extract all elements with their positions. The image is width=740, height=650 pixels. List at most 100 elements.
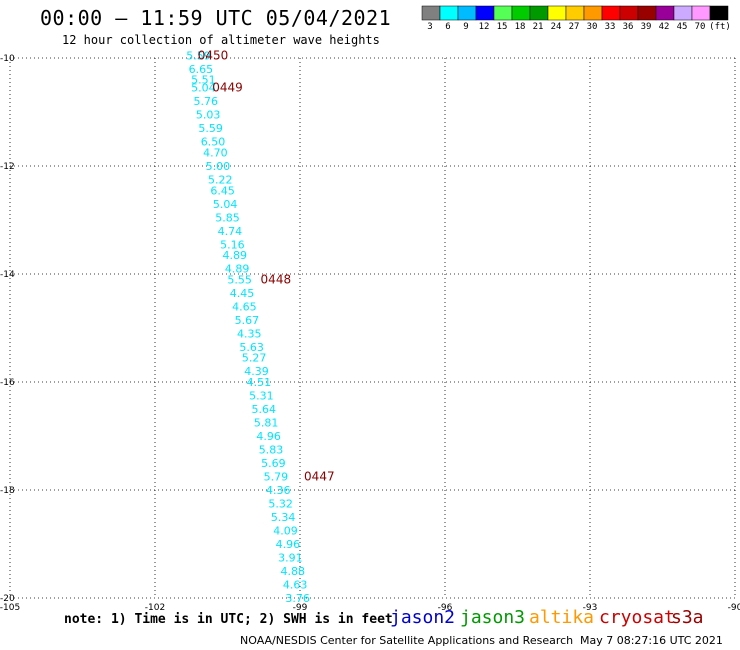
colorbar-swatch [529, 5, 549, 21]
colorbar-label: 27 [568, 22, 580, 32]
y-tick-label: -18 [0, 486, 15, 496]
swh-value: 6.45 [210, 184, 235, 197]
swh-value: 4.36 [266, 484, 291, 497]
time-label: 0450 [198, 48, 229, 62]
swh-value: 5.79 [264, 471, 289, 484]
time-labels: 0450 0449 0448 0447 [198, 48, 335, 483]
y-tick-label: -16 [0, 378, 15, 388]
colorbar-swatch [439, 5, 459, 21]
mission-altika: altika [529, 607, 595, 628]
swh-value: 5.85 [215, 211, 240, 224]
colorbar-swatch [457, 5, 477, 21]
swh-value: 4.74 [218, 225, 243, 238]
swh-value: 4.35 [237, 327, 262, 340]
colorbar-label: 18 [514, 22, 526, 32]
swh-value: 3.76 [285, 592, 310, 605]
swh-value: 4.39 [244, 365, 269, 378]
colorbar-swatch [475, 5, 495, 21]
x-tick-label: -96 [438, 603, 453, 613]
swh-value: 6.50 [201, 136, 226, 149]
swh-value: 5.64 [252, 403, 277, 416]
swh-value: 4.96 [276, 538, 301, 551]
swh-value: 5.83 [259, 444, 284, 457]
swh-value: 4.65 [232, 300, 257, 313]
colorbar-swatch [547, 5, 567, 21]
swh-value: 3.91 [278, 552, 303, 565]
chart-subtitle: 12 hour collection of altimeter wave hei… [62, 33, 380, 47]
swh-value: 5.16 [220, 238, 245, 251]
colorbar-label: (ft) [709, 22, 731, 32]
footer-timestamp: May 7 08:27:16 UTC 2021 [580, 634, 723, 647]
swh-value: 5.32 [268, 498, 293, 511]
colorbar-label: 45 [676, 22, 688, 32]
colorbar-label: 33 [604, 22, 616, 32]
colorbar-label: 12 [478, 22, 490, 32]
mission-cryosat: cryosat [599, 607, 675, 628]
colorbar-label: 3 [427, 22, 433, 32]
swh-value: 5.00 [206, 160, 231, 173]
colorbar-swatch [583, 5, 603, 21]
colorbar-label: 30 [586, 22, 598, 32]
x-tick-label: -105 [0, 603, 20, 613]
footer-credit: NOAA/NESDIS Center for Satellite Applica… [240, 634, 574, 647]
swh-value: 5.04 [213, 198, 238, 211]
swh-value: 4.89 [223, 249, 248, 262]
colorbar-label: 36 [622, 22, 634, 32]
colorbar-label: 9 [463, 22, 469, 32]
swh-value: 5.34 [271, 511, 296, 524]
colorbar-swatch [637, 5, 657, 21]
y-tick-label: -10 [0, 54, 15, 64]
colorbar-swatch [619, 5, 639, 21]
colorbar-swatch [655, 5, 675, 21]
colorbar-swatch [565, 5, 585, 21]
swh-value: 6.65 [189, 63, 214, 76]
swh-value: 5.31 [249, 390, 274, 403]
colorbar-label: 21 [532, 22, 544, 32]
swh-value: 5.22 [208, 174, 233, 187]
swh-value: 5.04 [191, 82, 216, 95]
colorbar-swatch [709, 5, 729, 21]
time-label: 0449 [212, 81, 243, 95]
x-tick-label: -102 [145, 603, 165, 613]
swh-value: 5.55 [227, 273, 252, 286]
mission-s3a: s3a [671, 607, 704, 628]
x-tick-label: -90 [728, 603, 740, 613]
x-tick-label: -93 [583, 603, 598, 613]
time-label: 0447 [304, 470, 335, 484]
colorbar-swatch [511, 5, 531, 21]
mission-jason3: jason3 [460, 607, 526, 628]
swh-value: 4.88 [281, 565, 306, 578]
colorbar-swatch [421, 5, 441, 21]
swh-value: 5.76 [194, 95, 219, 108]
swh-value: 5.59 [186, 49, 211, 62]
swh-value: 4.70 [203, 147, 228, 160]
colorbar-label: 6 [445, 22, 451, 32]
swh-value: 5.27 [242, 352, 267, 365]
y-tick-label: -20 [0, 594, 15, 604]
time-label: 0448 [261, 272, 292, 286]
y-tick-label: -14 [0, 270, 15, 280]
swh-value: 4.45 [230, 287, 255, 300]
colorbar-label: 24 [550, 22, 562, 32]
colorbar-label: 70 [694, 22, 706, 32]
colorbar-label: 15 [496, 22, 508, 32]
swh-value: 4.09 [273, 525, 298, 538]
x-tick-label: -99 [293, 603, 308, 613]
swh-value: 5.03 [196, 109, 221, 122]
colorbar-swatch [601, 5, 621, 21]
swh-value: 5.59 [198, 122, 223, 135]
swh-value: 5.69 [261, 457, 286, 470]
y-tick-label: -12 [0, 162, 15, 172]
colorbar-swatch [673, 5, 693, 21]
chart-title: 00:00 – 11:59 UTC 05/04/2021 [40, 6, 392, 30]
axis-ticks: -105 -102 -99 -96 -93 -90 -10 -12 -14 -16 -18 -20 [0, 54, 740, 613]
footer-note: note: 1) Time is in UTC; 2) SWH is in fe… [64, 612, 393, 627]
swh-value: 4.96 [256, 430, 281, 443]
swh-value: 4.51 [247, 376, 272, 389]
swh-value: 5.51 [191, 74, 216, 87]
swh-value: 5.63 [239, 341, 264, 354]
colorbar-swatch [691, 5, 711, 21]
colorbar-swatch [493, 5, 513, 21]
grid-lines [9, 57, 736, 599]
